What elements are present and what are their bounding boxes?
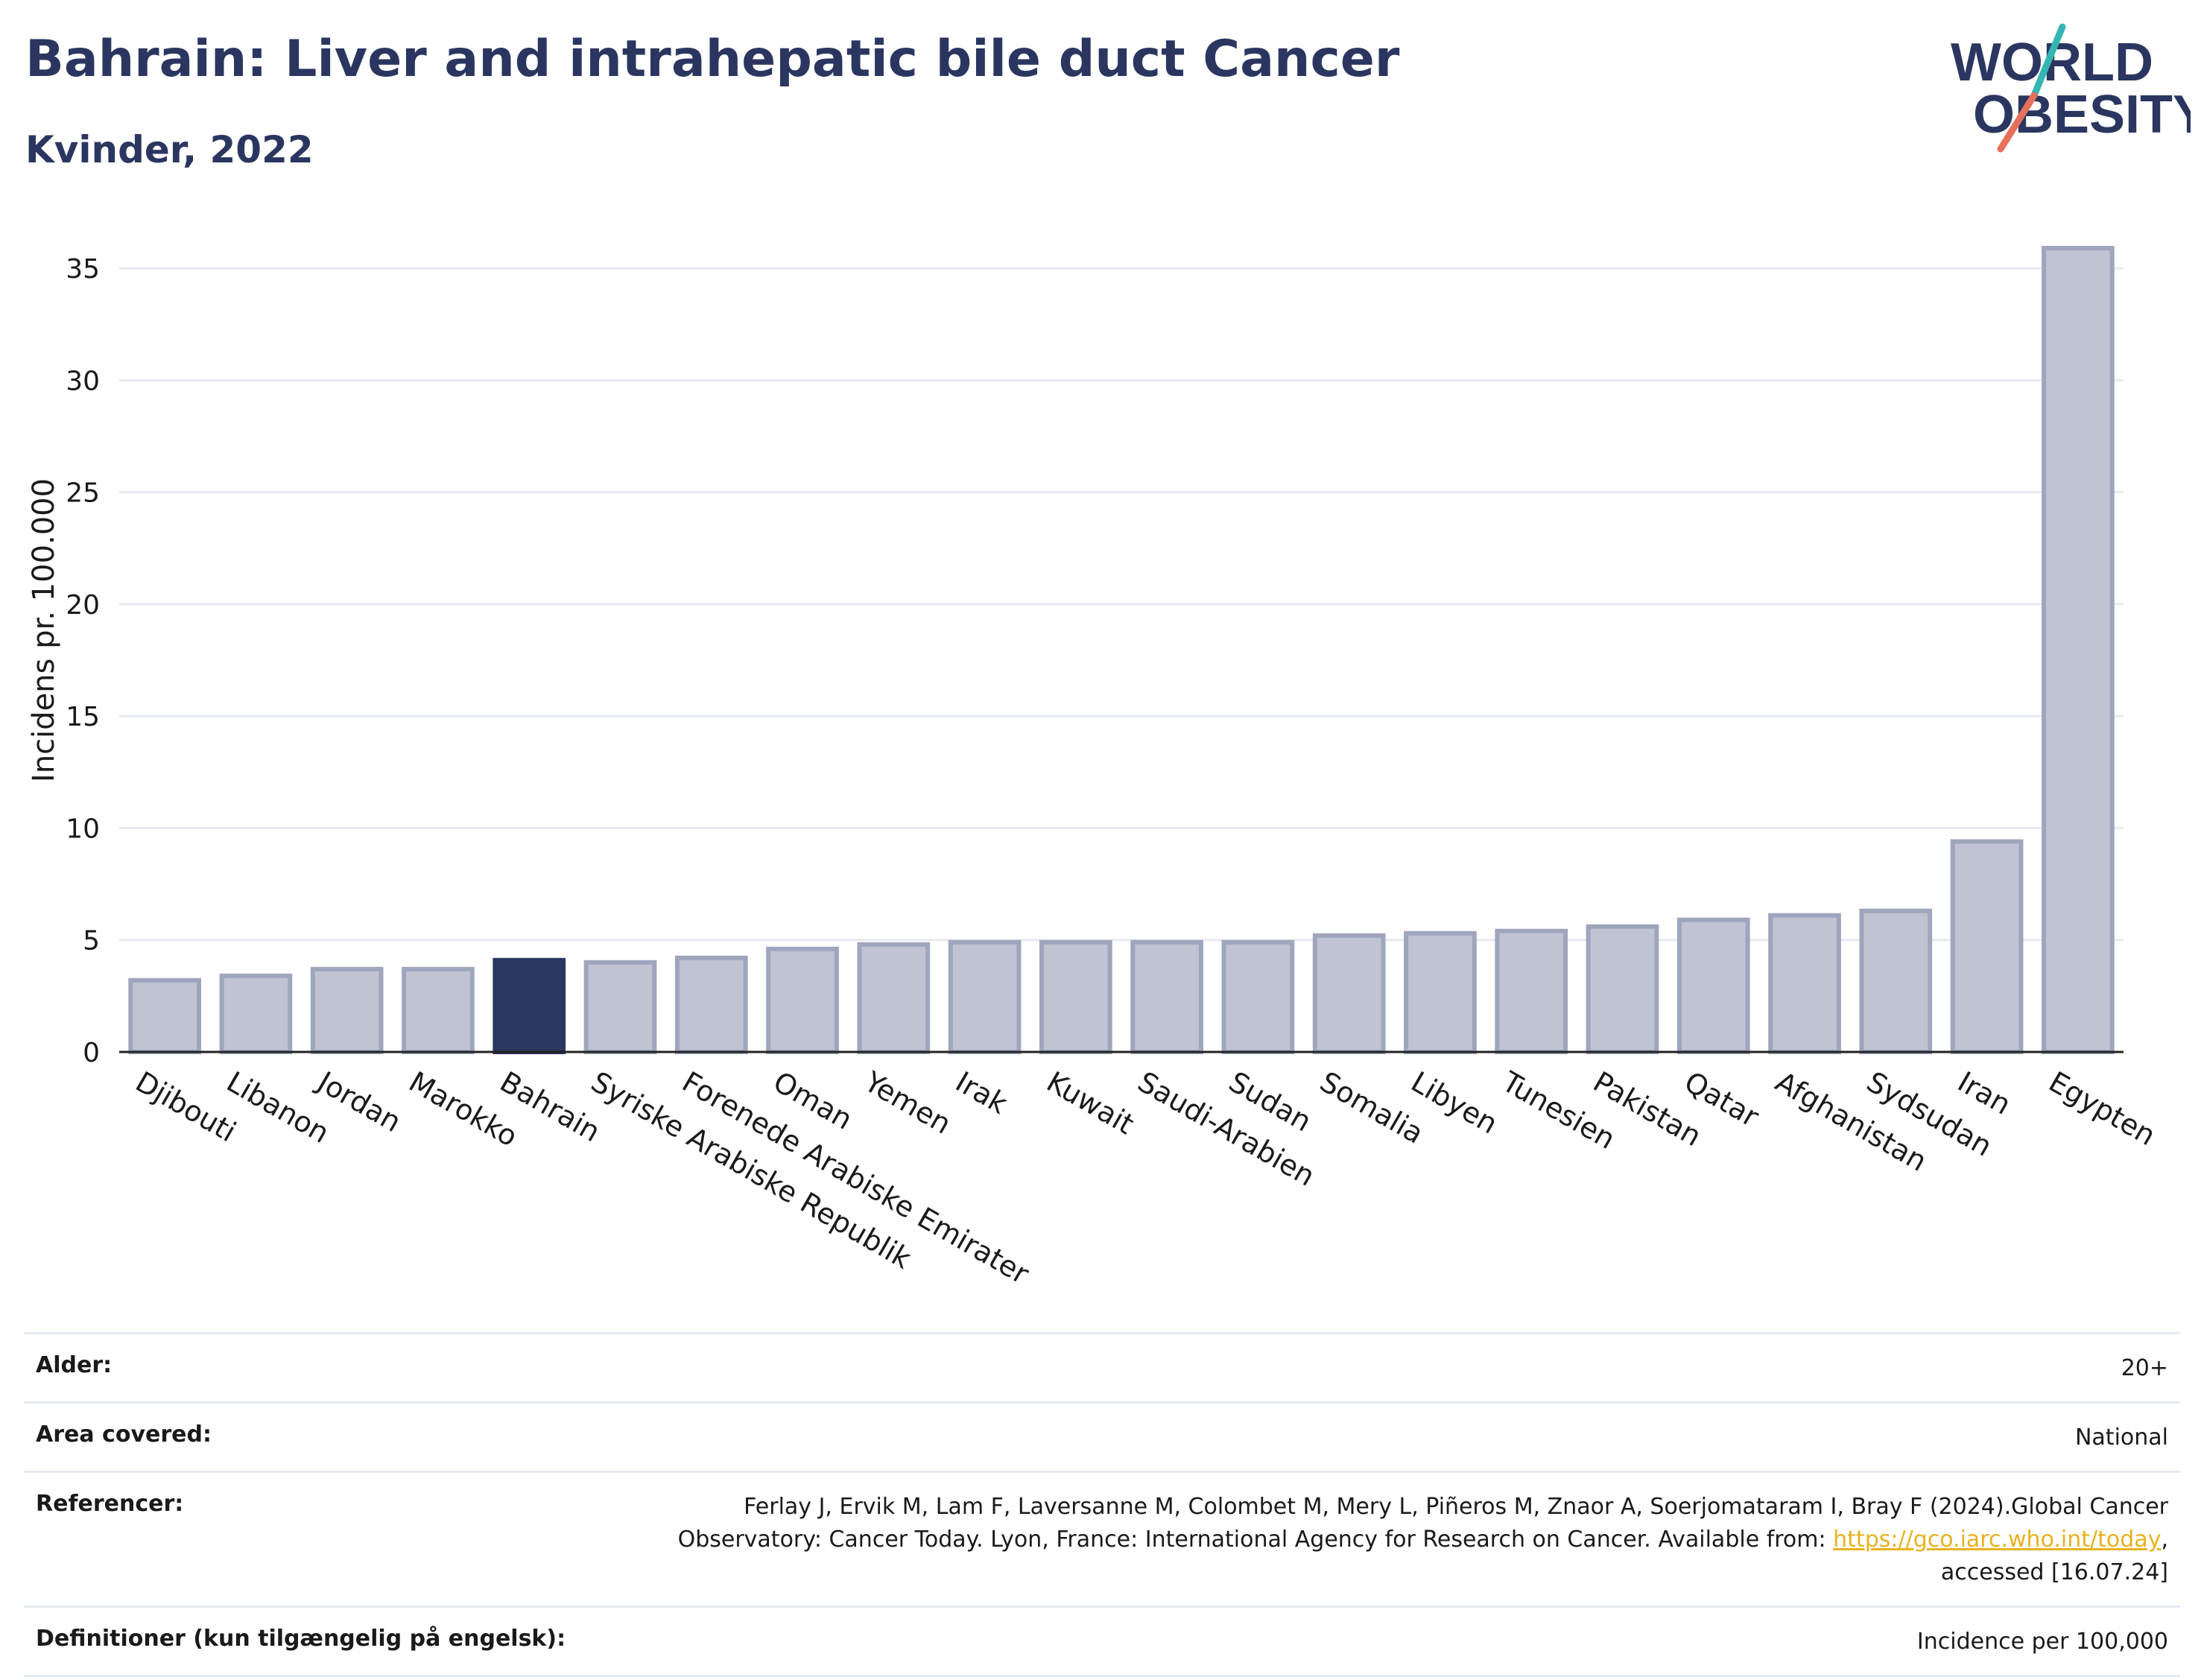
- bar: [857, 942, 931, 1055]
- bar: [674, 955, 748, 1054]
- bar: [219, 973, 293, 1054]
- reference-comma: ,: [2161, 1527, 2168, 1553]
- footer-label-age: Alder:: [36, 1352, 113, 1378]
- y-tick-label: 0: [83, 1038, 100, 1068]
- reference-line-3: accessed [16.07.24]: [1940, 1559, 2168, 1585]
- bar: [1676, 917, 1750, 1054]
- footer-row-references: Referencer: Ferlay J, Ervik M, Lam F, La…: [24, 1471, 2180, 1605]
- y-tick-label: 5: [83, 926, 100, 957]
- bar-highlight: [493, 957, 566, 1054]
- logo-word-world: WORLD: [1951, 33, 2153, 92]
- logo-slash-teal: [2030, 23, 2066, 99]
- x-tick-label: Somalia: [1314, 1065, 1429, 1150]
- footer-label-area: Area covered:: [36, 1421, 212, 1448]
- footer-value-area: National: [2074, 1424, 2168, 1451]
- footer-label-references: Referencer:: [36, 1491, 184, 1517]
- footer-row-definitions: Definitioner (kun tilgængelig på engelsk…: [24, 1605, 2180, 1677]
- y-tick-label: 15: [66, 702, 100, 732]
- x-tick-label: Kuwait: [1041, 1065, 1139, 1141]
- y-axis-label: Incidens pr. 100.000: [27, 478, 61, 782]
- y-tick-label: 20: [66, 590, 100, 621]
- bar: [1221, 939, 1295, 1054]
- y-tick-label: 35: [66, 254, 100, 285]
- logo-slash-coral: [1997, 92, 2038, 153]
- reference-line-1: Ferlay J, Ervik M, Lam F, Laversanne M, …: [744, 1494, 2168, 1520]
- y-tick-label: 30: [66, 366, 100, 396]
- bar: [583, 960, 657, 1055]
- x-tick-label: Libanon: [221, 1065, 335, 1150]
- bar: [1039, 939, 1112, 1054]
- bar: [1130, 939, 1203, 1054]
- chart-subtitle: Kvinder, 2022: [25, 128, 314, 171]
- x-tick-label: Djibouti: [130, 1065, 242, 1149]
- bar: [1950, 839, 2024, 1055]
- bar: [1404, 931, 1477, 1054]
- bar: [402, 966, 475, 1055]
- bar: [766, 946, 839, 1054]
- bar: [2042, 246, 2115, 1054]
- x-tick-label: Irak: [950, 1065, 1013, 1120]
- y-tick-label: 10: [66, 814, 100, 844]
- bar: [128, 977, 201, 1054]
- x-tick-label: Iran: [1952, 1065, 2016, 1121]
- footer-row-age: Alder: 20+: [24, 1332, 2180, 1401]
- reference-line-2: Observatory: Cancer Today. Lyon, France:…: [677, 1527, 1834, 1553]
- bar: [1312, 933, 1386, 1054]
- x-tick-label: Egypten: [2043, 1065, 2161, 1153]
- bar: [1495, 928, 1568, 1055]
- footer-label-definitions: Definitioner (kun tilgængelig på engelsk…: [36, 1626, 566, 1652]
- footer-value-references: Ferlay J, Ervik M, Lam F, Laversanne M, …: [678, 1491, 2168, 1589]
- footer-value-definitions: Incidence per 100,000: [1916, 1629, 2168, 1655]
- bar: [1586, 924, 1659, 1054]
- footer-value-age: 20+: [2121, 1355, 2168, 1381]
- x-tick-label: Yemen: [858, 1065, 957, 1141]
- y-tick-label: 25: [66, 478, 100, 509]
- world-obesity-logo: WORLD OBESITY: [1951, 23, 2191, 153]
- bar: [310, 966, 384, 1055]
- footer-row-area: Area covered: National: [24, 1401, 2180, 1471]
- bar: [1768, 913, 1841, 1055]
- bar: [948, 939, 1022, 1054]
- bar: [1859, 908, 1933, 1054]
- bar-chart: 0 5 10 15 20 25 30 35 Incidens pr. 100.000 Djibou…: [27, 246, 2161, 1290]
- reference-link[interactable]: https://gco.iarc.who.int/today: [1833, 1527, 2162, 1553]
- chart-title: Bahrain: Liver and intrahepatic bile duc…: [25, 30, 1400, 89]
- chart-footer: Alder: 20+ Area covered: National Refere…: [24, 1332, 2180, 1677]
